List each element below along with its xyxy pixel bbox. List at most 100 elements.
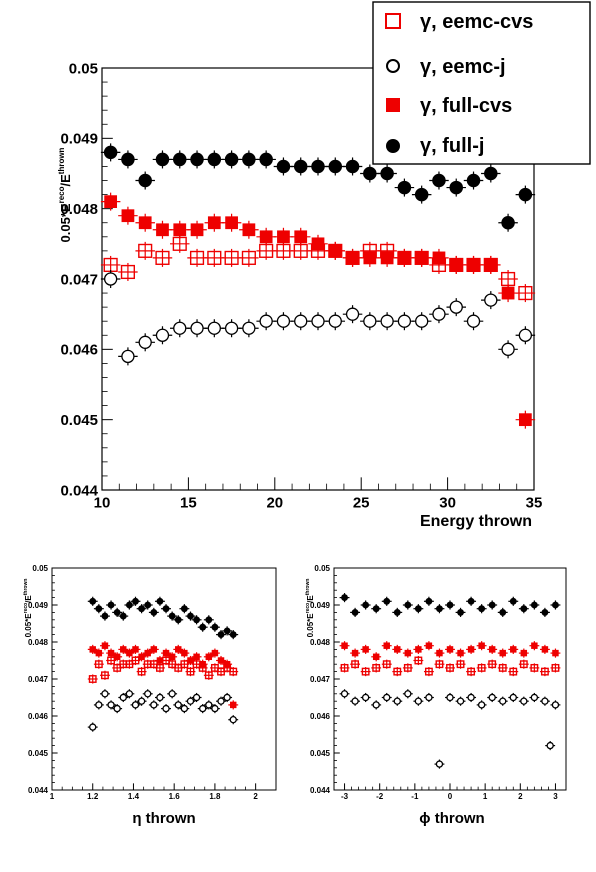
- data-point: [273, 157, 294, 176]
- data-point: [487, 659, 498, 669]
- data-point: [290, 157, 311, 176]
- y-tick-label: 0.045: [28, 749, 49, 758]
- data-point: [197, 622, 208, 632]
- data-point: [371, 604, 382, 614]
- data-point: [394, 312, 415, 331]
- data-point: [112, 652, 123, 662]
- data-point: [497, 696, 508, 706]
- x-tick-label: 2: [253, 792, 258, 801]
- data-point: [508, 644, 519, 654]
- data-point: [497, 648, 508, 658]
- data-point: [136, 696, 147, 706]
- data-point: [498, 284, 518, 303]
- data-point: [360, 312, 380, 331]
- x-tick-label: 20: [266, 494, 283, 511]
- data-point: [402, 600, 413, 610]
- data-point: [360, 667, 371, 677]
- data-point: [455, 648, 466, 658]
- data-point: [221, 248, 242, 267]
- data-point: [239, 220, 259, 239]
- data-point: [191, 615, 202, 625]
- data-point: [87, 674, 98, 684]
- data-point: [221, 213, 242, 232]
- x-axis-label: Energy thrown: [420, 513, 532, 530]
- data-point: [221, 319, 242, 338]
- data-point: [481, 291, 501, 310]
- data-point: [273, 312, 294, 331]
- x-tick-label: 1: [483, 792, 488, 801]
- data-point: [360, 644, 371, 654]
- data-point: [423, 692, 434, 703]
- legend: γ, eemc-cvs γ, eemc-j γ, full-cvs γ, ful…: [372, 1, 591, 165]
- data-point: [148, 644, 159, 654]
- data-point: [179, 659, 190, 669]
- y-tick-label: 0.046: [60, 342, 98, 359]
- y-tick-label: 0.048: [60, 201, 98, 218]
- y-tick-label: 0.045: [60, 412, 98, 429]
- data-point: [476, 700, 487, 710]
- data-point: [118, 611, 129, 621]
- data-point: [239, 248, 259, 267]
- tick-group: 0.044 0.045 0.046 0.047 0.048 0.049 0.05 10 15 20…: [60, 60, 542, 511]
- data-point: [167, 652, 178, 662]
- data-point: [308, 234, 328, 253]
- data-point: [239, 150, 259, 169]
- y-tick-label: 0.044: [28, 786, 49, 795]
- data-point: [413, 655, 424, 666]
- data-point: [434, 659, 445, 669]
- data-point: [539, 644, 550, 654]
- data-point: [466, 644, 477, 654]
- x-tick-label: 25: [353, 494, 370, 511]
- data-point: [154, 655, 165, 666]
- data-point: [118, 150, 138, 169]
- data-point: [342, 157, 363, 176]
- data-point: [402, 689, 413, 699]
- data-point: [167, 689, 178, 699]
- data-point: [228, 715, 239, 725]
- data-point: [518, 648, 529, 658]
- data-point: [463, 255, 484, 274]
- y-tick-label: 0.047: [310, 675, 331, 684]
- y-tick-label: 0.05: [314, 564, 330, 573]
- data-point: [152, 220, 173, 239]
- x-tick-label: 1.8: [209, 792, 221, 801]
- data-point: [466, 692, 477, 703]
- data-point: [152, 326, 173, 345]
- data-point: [209, 622, 220, 632]
- data-point: [222, 692, 233, 703]
- marks-group: [339, 593, 561, 769]
- data-point: [179, 648, 190, 658]
- y-tick-label: 0.046: [310, 712, 331, 721]
- data-point: [135, 241, 155, 260]
- data-point: [191, 692, 202, 703]
- data-point: [187, 248, 207, 267]
- data-point: [550, 700, 561, 710]
- data-point: [204, 319, 225, 338]
- data-point: [154, 692, 165, 703]
- y-tick-label: 0.048: [310, 638, 331, 647]
- data-point: [161, 648, 171, 658]
- data-point: [185, 655, 196, 666]
- data-point: [466, 667, 477, 677]
- data-point: [381, 641, 392, 651]
- data-point: [392, 607, 403, 617]
- data-point: [515, 185, 536, 204]
- x-tick-label: -3: [341, 792, 349, 801]
- data-point: [342, 248, 363, 267]
- data-point: [209, 704, 220, 714]
- data-point: [325, 312, 346, 331]
- data-point: [377, 164, 397, 183]
- data-point: [118, 644, 129, 654]
- data-point: [197, 704, 208, 714]
- x-tick-label: 0: [448, 792, 453, 801]
- data-point: [100, 689, 110, 699]
- tick-group: 0.044 0.045 0.046 0.047 0.048 0.049 0.05 -3 -2 -1…: [310, 564, 558, 801]
- data-point: [106, 600, 116, 610]
- data-point: [466, 596, 477, 606]
- data-point: [130, 644, 141, 654]
- data-point: [204, 150, 225, 169]
- data-point: [497, 663, 508, 673]
- data-point: [413, 696, 424, 706]
- data-point: [381, 692, 392, 703]
- data-point: [167, 611, 178, 621]
